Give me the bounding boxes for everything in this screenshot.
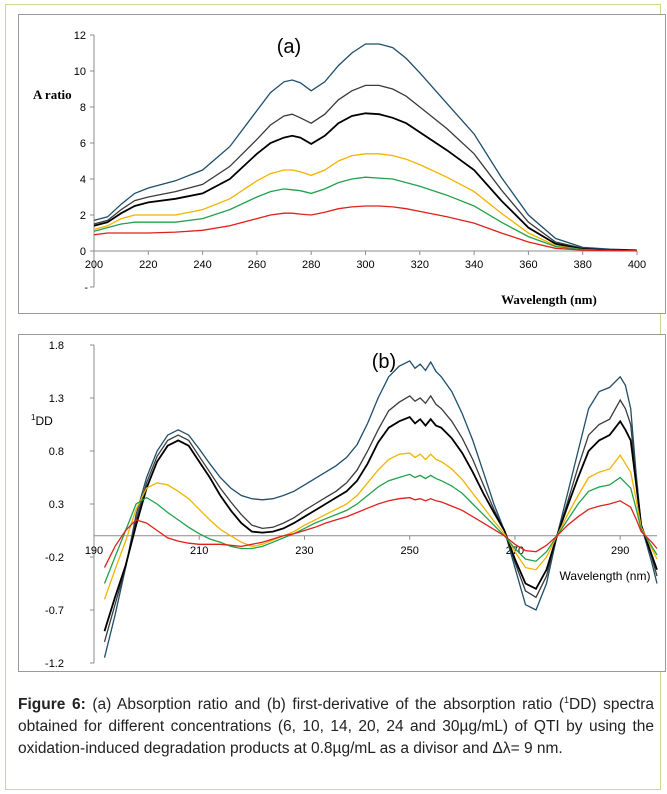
x-tick-label: 240 — [193, 259, 211, 271]
y-tick-label: 1.3 — [49, 393, 64, 405]
panel-label-a: (a) — [277, 36, 301, 58]
x-axis-title: Wavelength (nm) — [501, 292, 597, 307]
chart-a-svg: 0 2 4 6 8 10 12 - 200 220 240 260 280 300 320 340 360 380… — [33, 30, 646, 307]
caption-text-1: (a) Absorption ratio and (b) first-deriv… — [85, 696, 565, 714]
x-tick-label: 340 — [465, 259, 483, 271]
x-tick-label: 200 — [85, 259, 103, 271]
x-tick-label: 220 — [139, 259, 157, 271]
x-tick-label: 400 — [628, 259, 646, 271]
y-tick-label: 10 — [74, 66, 86, 78]
caption-text-2: DD) spectra obtained for different conce… — [18, 696, 655, 758]
x-axis-title: Wavelength (nm) — [560, 569, 651, 583]
y-tick-minus: - — [84, 282, 88, 294]
panel-label-b: (b) — [372, 351, 396, 373]
y-axis-title-superscript: 1 — [31, 413, 36, 422]
series-line-3 — [93, 112, 638, 252]
series-line-1 — [103, 360, 658, 658]
series-line-2 — [103, 394, 658, 642]
y-tick-label: -1.2 — [45, 658, 64, 670]
y-tick-label: 4 — [80, 174, 86, 186]
x-tick-label: 250 — [401, 545, 419, 557]
series-line-1 — [93, 43, 638, 251]
chart-panel-a: 0 2 4 6 8 10 12 - 200 220 240 260 280 300 320 340 360 380… — [18, 14, 666, 314]
y-axis-title: 1DD — [31, 413, 53, 428]
series-line-2 — [93, 84, 638, 252]
series-line-3 — [103, 416, 658, 632]
series-line-6 — [93, 205, 638, 252]
y-tick-label: -0.2 — [45, 552, 64, 564]
y-tick-label: 1.8 — [49, 340, 64, 352]
y-axis-title: A ratio — [33, 87, 72, 102]
figure-caption: Figure 6: (a) Absorption ratio and (b) f… — [18, 689, 654, 760]
caption-superscript: 1 — [564, 695, 570, 705]
x-tick-label: 230 — [295, 545, 313, 557]
y-axis-title-text: DD — [35, 414, 53, 428]
y-tick-label: 8 — [80, 102, 86, 114]
series-line-4 — [93, 153, 638, 252]
y-tick-label: 2 — [80, 210, 86, 222]
x-tick-label: 210 — [190, 545, 208, 557]
series-line-6 — [103, 496, 658, 568]
y-tick-label: 12 — [74, 30, 86, 42]
chart-panel-b: 1.8 1.3 0.8 0.3 -0.2 -0.7 -1.2 190 210 230 250 270 2… — [18, 334, 666, 672]
x-tick-label: 280 — [302, 259, 320, 271]
series-line-4 — [103, 452, 658, 600]
series-line-5 — [103, 473, 658, 584]
y-tick-label: 0.8 — [49, 446, 64, 458]
x-tick-label: 320 — [411, 259, 429, 271]
y-tick-label: 6 — [80, 138, 86, 150]
x-tick-label: 260 — [248, 259, 266, 271]
x-tick-label: 300 — [356, 259, 374, 271]
x-tick-label: 360 — [519, 259, 537, 271]
x-tick-label: 380 — [574, 259, 592, 271]
y-tick-label: -0.7 — [45, 605, 64, 617]
x-tick-label: 190 — [85, 545, 103, 557]
y-tick-label: 0 — [80, 246, 86, 258]
caption-label: Figure 6: — [18, 696, 86, 714]
y-tick-label: 0.3 — [49, 499, 64, 511]
x-tick-label: 290 — [611, 545, 629, 557]
series-line-5 — [93, 176, 638, 252]
